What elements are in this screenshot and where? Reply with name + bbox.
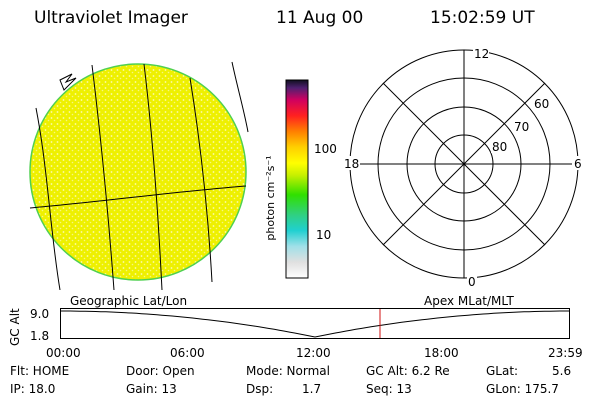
uv-earth-image — [29, 61, 249, 290]
ip-value: IP: 18.0 — [10, 382, 56, 396]
mlat-label-70: 70 — [514, 120, 529, 134]
x-tick-06-00: 06:00 — [170, 346, 205, 360]
y-tick-1-8: 1.8 — [30, 329, 50, 343]
mlat-label-60: 60 — [534, 97, 549, 111]
mlt-label-12: 12 — [474, 47, 489, 61]
colorbar-tick-10: 10 — [316, 228, 332, 242]
dsp-label: Dsp: — [246, 382, 274, 396]
x-tick-12-00: 12:00 — [296, 346, 331, 360]
glat-value: 5.6 — [552, 364, 572, 378]
color-gradient — [285, 79, 309, 279]
colorbar-tick-100: 100 — [314, 142, 337, 156]
meridian-line — [189, 77, 213, 283]
time-label: 15:02:59 UT — [430, 8, 535, 28]
dsp-value: 1.7 — [302, 382, 322, 396]
polar-diagonal — [382, 82, 546, 246]
glon-value: GLon: 175.7 — [486, 382, 559, 396]
meridian-line — [231, 61, 249, 133]
mlt-label-6: 6 — [574, 157, 582, 171]
colorbar-unit-label: photon cm⁻²s⁻¹ — [264, 155, 277, 240]
mlat-label-80: 80 — [492, 140, 507, 154]
meridian-line — [35, 107, 61, 290]
parallel-line — [29, 185, 247, 209]
earth-disk — [29, 63, 247, 281]
gc-alt-value: GC Alt: 6.2 Re — [366, 364, 450, 378]
coastline — [59, 73, 77, 91]
instrument-title: Ultraviolet Imager — [34, 8, 188, 28]
meridian-line — [143, 63, 163, 290]
seq-value: Seq: 13 — [366, 382, 412, 396]
date-label: 11 Aug 00 — [276, 8, 364, 28]
apex-label: Apex MLat/MLT — [424, 294, 514, 308]
gc-alt-axis-label: GC Alt — [8, 308, 22, 346]
x-tick-18-00: 18:00 — [424, 346, 459, 360]
color-scale-bar: photon cm⁻²s⁻¹ — [264, 79, 309, 279]
meridian-line — [91, 64, 115, 290]
gain-value: Gain: 13 — [126, 382, 177, 396]
altitude-curve — [60, 310, 570, 338]
geographic-label: Geographic Lat/Lon — [70, 294, 188, 308]
timeline-frame — [60, 308, 570, 339]
door-status: Door: Open — [126, 364, 195, 378]
y-tick-9: 9.0 — [30, 307, 50, 321]
x-tick-00-00: 00:00 — [46, 346, 81, 360]
polar-mlat-mlt-plot: 12 18 6 0 60 70 80 — [342, 46, 584, 289]
x-tick-23-59: 23:59 — [548, 346, 583, 360]
flight-status: Flt: HOME — [10, 364, 70, 378]
mode-status: Mode: Normal — [246, 364, 330, 378]
altitude-timeline-plot — [60, 308, 570, 339]
mlt-label-18: 18 — [344, 157, 359, 171]
mlt-label-0: 0 — [468, 275, 476, 289]
glat-label: GLat: — [486, 364, 519, 378]
